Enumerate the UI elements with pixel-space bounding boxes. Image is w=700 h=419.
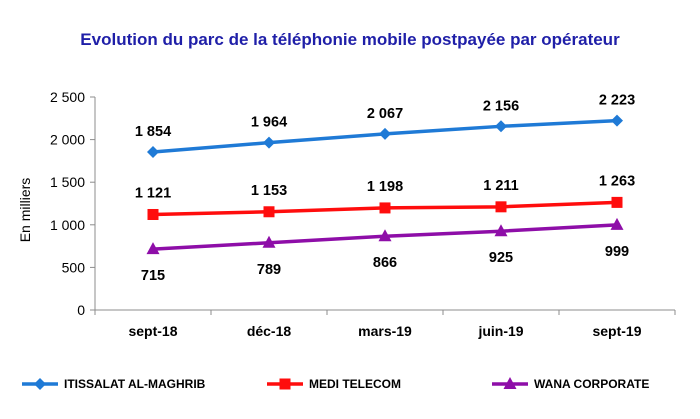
x-tick-label: juin-19 (477, 323, 523, 339)
legend-item: ITISSALAT AL-MAGHRIB (20, 374, 205, 394)
data-point (495, 120, 507, 133)
data-point (146, 242, 160, 255)
y-tick-label: 2 000 (50, 132, 85, 148)
x-axis: sept-18 déc-18 mars-19 juin-19 sept-19 (94, 309, 676, 339)
data-point (611, 114, 623, 127)
y-tick-label: 1 500 (50, 174, 85, 190)
chart-title: Evolution du parc de la téléphonie mobil… (80, 30, 620, 49)
data-point (147, 208, 159, 220)
legend-label: WANA CORPORATE (534, 377, 650, 391)
data-label: 925 (489, 250, 513, 266)
legend-marker (279, 378, 291, 390)
data-point (495, 201, 507, 213)
data-label: 1 854 (135, 124, 171, 140)
line-chart: 0 500 1 000 1 500 2 000 2 500 sept-18 déc-18 ma… (17, 89, 676, 339)
data-label: 999 (605, 244, 629, 260)
y-tick-label: 500 (62, 259, 86, 275)
data-label: 1 198 (367, 179, 403, 195)
data-label: 789 (257, 262, 281, 278)
data-label: 2 156 (483, 98, 519, 114)
y-axis-label: En milliers (17, 178, 33, 243)
y-tick-label: 0 (77, 302, 85, 318)
legend-swatch (22, 378, 58, 390)
x-tick-label: sept-18 (128, 323, 177, 339)
data-label: 1 211 (483, 178, 519, 194)
y-tick-label: 2 500 (50, 89, 85, 105)
legend-item: WANA CORPORATE (490, 374, 649, 394)
series-itissalat-al-maghrib: 1 854 1 964 2 067 2 156 2 223 (135, 93, 635, 159)
data-point (494, 224, 508, 237)
data-point (610, 217, 624, 230)
x-tick-label: mars-19 (358, 323, 412, 339)
data-point (263, 136, 275, 149)
data-label: 715 (141, 268, 165, 284)
data-label: 2 223 (599, 93, 635, 109)
data-point (611, 196, 623, 208)
legend-label: ITISSALAT AL-MAGHRIB (64, 377, 206, 391)
x-tick-label: déc-18 (247, 323, 292, 339)
legend-label: MEDI TELECOM (309, 377, 401, 391)
x-tick-label: sept-19 (592, 323, 641, 339)
data-point (147, 146, 159, 159)
legend-swatch (492, 377, 528, 389)
data-point (379, 202, 391, 214)
series-medi-telecom: 1 121 1 153 1 198 1 211 1 263 (135, 173, 635, 220)
legend-marker (34, 378, 46, 390)
data-label: 1 153 (251, 183, 287, 199)
series-layer: 1 854 1 964 2 067 2 156 2 223 1 121 1 153 1 198… (135, 93, 635, 284)
legend: ITISSALAT AL-MAGHRIB MEDI TELECOM WANA COR… (0, 374, 700, 400)
legend-item: MEDI TELECOM (265, 374, 401, 394)
series-wana-corporate: 715 789 866 925 999 (141, 217, 629, 284)
data-point (378, 229, 392, 242)
data-label: 866 (373, 255, 397, 271)
data-point (263, 206, 275, 218)
data-label: 1 263 (599, 173, 635, 189)
data-label: 2 067 (367, 106, 403, 122)
legend-swatch (267, 378, 303, 390)
legend-marker (503, 377, 517, 389)
data-point (379, 127, 391, 140)
data-label: 1 121 (135, 185, 171, 201)
y-tick-label: 1 000 (50, 217, 85, 233)
y-axis: 0 500 1 000 1 500 2 000 2 500 (50, 89, 96, 318)
data-label: 1 964 (251, 115, 287, 131)
data-point (262, 235, 276, 248)
